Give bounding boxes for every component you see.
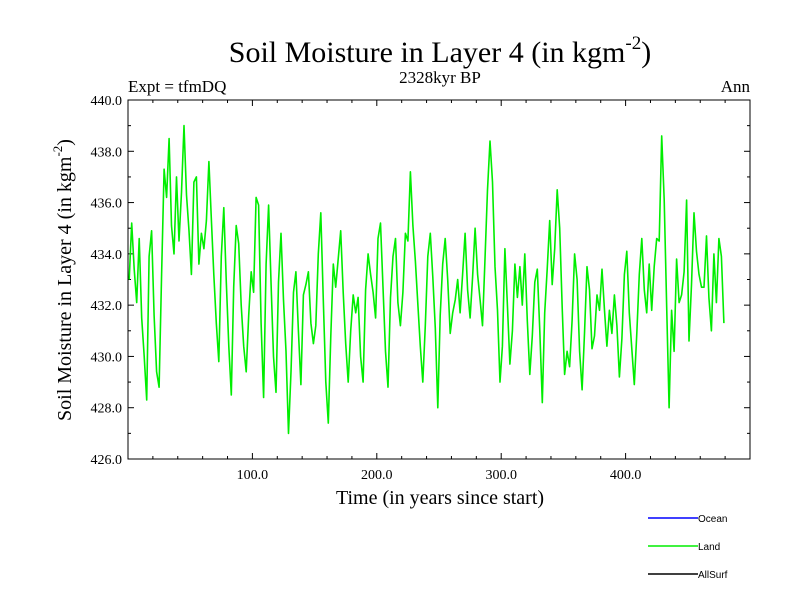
chart-subtitle: 2328kyr BP bbox=[399, 68, 481, 87]
y-tick-label: 434.0 bbox=[91, 248, 123, 263]
chart-title-superscript: -2 bbox=[625, 33, 641, 54]
y-axis-label: Soil Moisture in Layer 4 (in kgm-2) bbox=[50, 139, 76, 421]
period-label: Ann bbox=[721, 77, 751, 96]
x-tick-label: 200.0 bbox=[361, 468, 393, 483]
legend-item-allsurf: AllSurf bbox=[648, 570, 728, 581]
series-line-land bbox=[128, 124, 725, 435]
legend-label: Land bbox=[698, 542, 720, 553]
y-tick-label: 428.0 bbox=[91, 402, 123, 417]
y-axis-label-close: ) bbox=[54, 139, 76, 146]
y-axis-ticks: 426.0 428.0 430.0 432.0 434.0 436.0 438.0 440.0 bbox=[91, 94, 750, 468]
y-axis-label-superscript: -2 bbox=[50, 146, 65, 157]
y-tick-label: 430.0 bbox=[91, 350, 123, 365]
legend-label: Ocean bbox=[698, 514, 727, 525]
legend: Ocean Land AllSurf bbox=[648, 514, 728, 581]
legend-item-ocean: Ocean bbox=[648, 514, 727, 525]
series-layer bbox=[128, 124, 725, 435]
legend-label: AllSurf bbox=[698, 570, 728, 581]
y-tick-label: 432.0 bbox=[91, 299, 123, 314]
legend-item-land: Land bbox=[648, 542, 720, 553]
y-tick-label: 440.0 bbox=[91, 94, 123, 109]
x-tick-label: 100.0 bbox=[237, 468, 269, 483]
x-axis-ticks: 100.0 200.0 300.0 400.0 bbox=[152, 100, 726, 483]
x-tick-label: 400.0 bbox=[610, 468, 642, 483]
y-tick-label: 426.0 bbox=[91, 453, 123, 468]
x-axis-label: Time (in years since start) bbox=[336, 487, 544, 509]
chart-title-close: ) bbox=[641, 36, 651, 69]
y-tick-label: 438.0 bbox=[91, 145, 123, 160]
chart-title: Soil Moisture in Layer 4 (in kgm-2) bbox=[229, 33, 651, 69]
expt-label: Expt = tfmDQ bbox=[128, 77, 226, 96]
x-tick-label: 300.0 bbox=[485, 468, 517, 483]
y-tick-label: 436.0 bbox=[91, 197, 123, 212]
